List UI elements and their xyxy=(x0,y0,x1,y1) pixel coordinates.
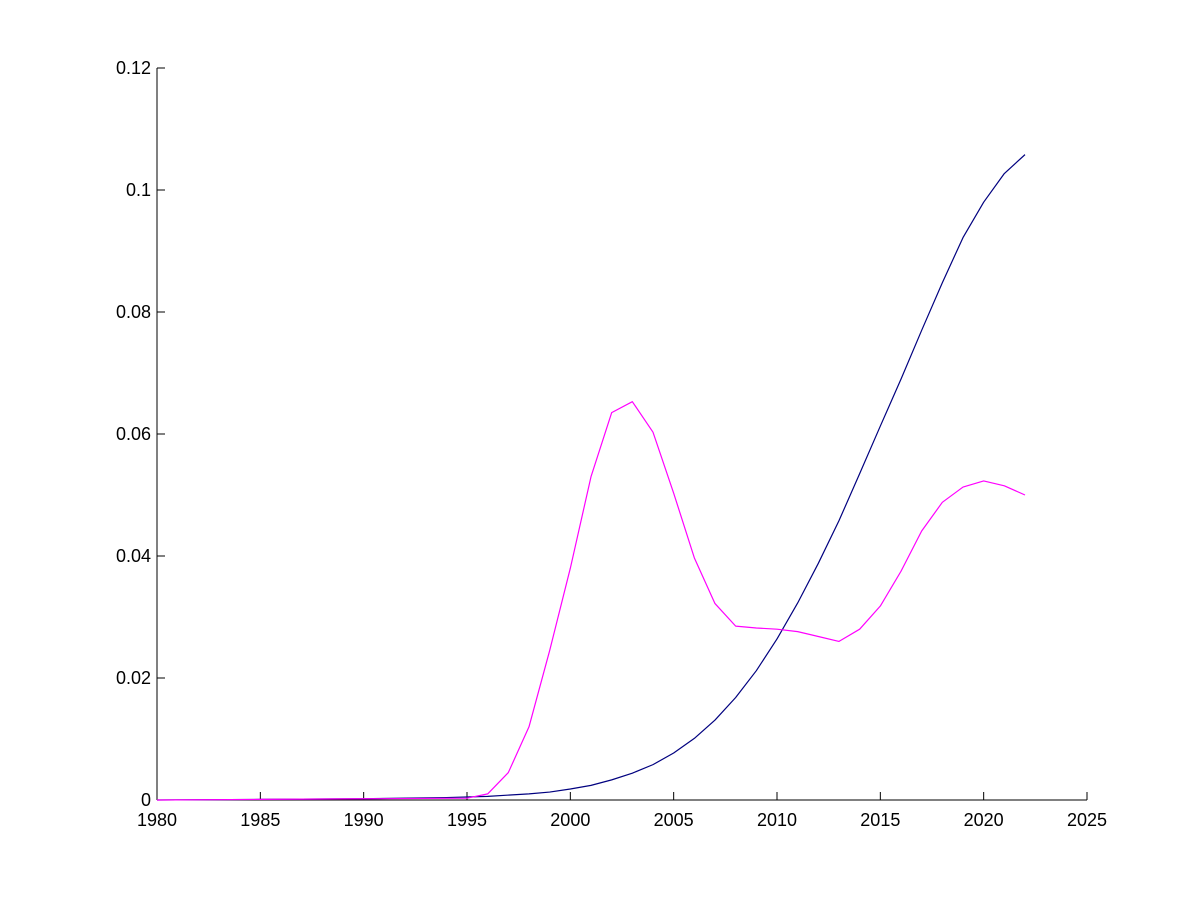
series-line-2 xyxy=(156,401,1026,801)
x-tick-label: 2005 xyxy=(654,810,694,830)
y-tick-label: 0.12 xyxy=(116,58,151,78)
y-tick-label: 0 xyxy=(141,790,151,810)
x-tick-label: 2020 xyxy=(964,810,1004,830)
y-tick-label: 0.08 xyxy=(116,302,151,322)
series-layer xyxy=(156,154,1026,801)
series-line-1 xyxy=(156,154,1026,801)
x-tick-label: 1980 xyxy=(137,810,177,830)
x-tick-label: 1990 xyxy=(344,810,384,830)
x-tick-label: 1995 xyxy=(447,810,487,830)
x-tick-label: 2015 xyxy=(860,810,900,830)
y-tick-label: 0.1 xyxy=(126,180,151,200)
x-tick-label: 2025 xyxy=(1067,810,1107,830)
x-tick-label: 2000 xyxy=(550,810,590,830)
y-tick-label: 0.06 xyxy=(116,424,151,444)
x-tick-label: 1985 xyxy=(240,810,280,830)
x-axis: 1980 1985 1990 1995 2000 2005 2010 2015 2020 2025 xyxy=(137,792,1107,830)
x-tick-label: 2010 xyxy=(757,810,797,830)
y-axis: 0 0.02 0.04 0.06 0.08 0.1 0.12 xyxy=(116,58,165,810)
y-tick-label: 0.04 xyxy=(116,546,151,566)
y-tick-label: 0.02 xyxy=(116,668,151,688)
